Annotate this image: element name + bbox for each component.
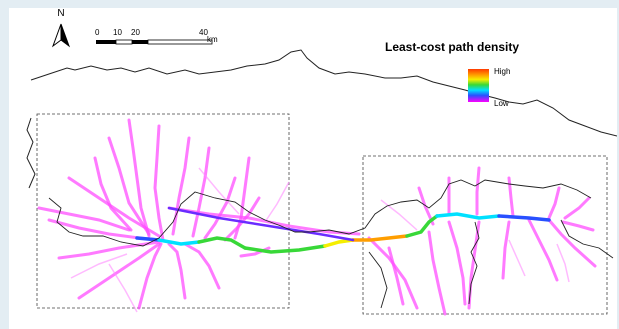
district-boundary-line xyxy=(368,219,614,309)
scale-tick-20: 20 xyxy=(131,28,140,37)
faint-paths xyxy=(70,167,570,313)
north-arrow-icon xyxy=(51,23,62,48)
western-study-area-box xyxy=(36,113,290,309)
scale-tick-40: 40 xyxy=(199,28,208,37)
admin-boundary-line xyxy=(48,179,592,247)
western-border-line xyxy=(26,117,36,189)
scale-bar xyxy=(96,39,213,45)
north-arrow-fill xyxy=(60,23,71,48)
legend-low-label: Low xyxy=(494,99,509,108)
map-canvas xyxy=(26,23,617,316)
low-density-paths-east xyxy=(367,166,597,316)
northern-border-line xyxy=(30,49,617,137)
scale-unit: km xyxy=(207,35,218,44)
scale-labels: 0 10 20 40 km xyxy=(95,28,235,44)
main-corridor xyxy=(135,206,551,254)
legend-title: Least-cost path density xyxy=(385,40,520,54)
north-label: N xyxy=(57,8,65,19)
map-panel: N 0 10 20 40 km Least-cost path density … xyxy=(9,8,617,329)
scale-tick-0: 0 xyxy=(95,28,100,37)
legend-color-ramp xyxy=(468,69,489,102)
legend-high-label: High xyxy=(494,67,511,76)
eastern-study-area-box xyxy=(362,155,608,315)
scale-tick-10: 10 xyxy=(113,28,122,37)
